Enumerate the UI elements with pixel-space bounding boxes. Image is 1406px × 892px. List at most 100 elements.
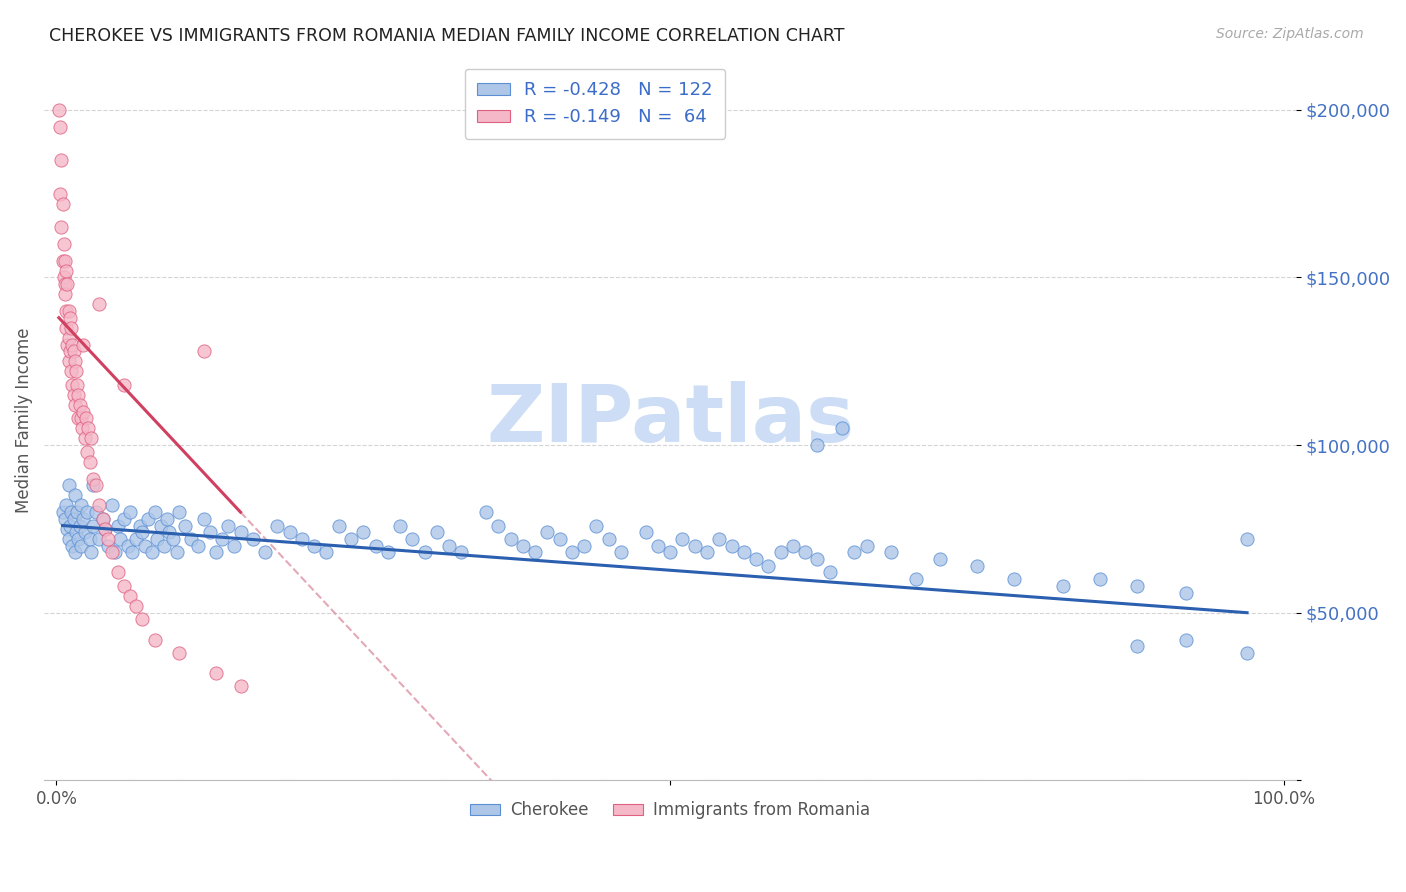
Point (929, 552, 952, 566)
Point (302, 539, 325, 553)
Point (217, 518, 239, 533)
Point (143, 505, 166, 519)
Point (112, 579, 135, 593)
Point (65, 525, 87, 540)
Y-axis label: Median Family Income: Median Family Income (15, 327, 32, 513)
Point (128, 518, 150, 533)
Point (100, 499, 122, 513)
Point (211, 532, 233, 546)
Point (84, 478, 107, 492)
Point (745, 552, 768, 566)
Point (904, 572, 927, 586)
Point (69, 518, 91, 533)
Point (58, 304, 80, 318)
Point (278, 525, 301, 540)
Point (548, 532, 571, 546)
Point (1174, 585, 1197, 599)
Point (162, 532, 184, 546)
Point (659, 545, 682, 559)
Point (59, 518, 82, 533)
Point (63, 488, 86, 502)
Point (75, 411, 97, 425)
Point (598, 532, 620, 546)
Point (79, 455, 101, 469)
Point (134, 539, 156, 553)
Point (291, 532, 314, 546)
Point (107, 566, 129, 580)
Point (62, 512, 84, 526)
Point (53, 287, 76, 301)
Point (389, 518, 412, 533)
Point (100, 545, 122, 559)
Point (51, 505, 73, 519)
Point (671, 532, 693, 546)
Point (76, 444, 98, 458)
Point (806, 438, 828, 452)
Point (59, 310, 82, 325)
Point (585, 518, 607, 533)
Point (1125, 639, 1147, 653)
Point (73, 525, 96, 540)
Point (118, 589, 141, 603)
Point (56, 277, 79, 292)
Point (141, 545, 163, 559)
Point (880, 545, 903, 559)
Point (131, 612, 153, 626)
Point (167, 505, 190, 519)
Point (794, 545, 817, 559)
Point (855, 539, 877, 553)
Point (104, 545, 127, 559)
Point (58, 354, 80, 368)
Point (574, 539, 596, 553)
Point (1002, 572, 1025, 586)
Point (94, 522, 117, 536)
Point (138, 512, 160, 526)
Point (634, 525, 657, 540)
Point (72, 512, 94, 526)
Point (125, 599, 148, 613)
Point (1236, 646, 1258, 660)
Point (146, 532, 169, 546)
Point (70, 539, 93, 553)
Point (51, 196, 73, 211)
Point (844, 545, 866, 559)
Point (401, 532, 423, 546)
Point (193, 512, 215, 526)
Point (112, 377, 135, 392)
Point (229, 680, 252, 694)
Point (91, 512, 114, 526)
Point (524, 545, 547, 559)
Point (62, 388, 84, 402)
Point (49, 120, 72, 134)
Point (720, 539, 742, 553)
Point (352, 525, 374, 540)
Point (1052, 579, 1074, 593)
Point (55, 264, 77, 278)
Point (91, 512, 114, 526)
Text: CHEROKEE VS IMMIGRANTS FROM ROMANIA MEDIAN FAMILY INCOME CORRELATION CHART: CHEROKEE VS IMMIGRANTS FROM ROMANIA MEDI… (49, 27, 845, 45)
Point (72, 337, 94, 351)
Point (315, 545, 337, 559)
Point (205, 666, 228, 681)
Point (610, 545, 633, 559)
Point (377, 545, 399, 559)
Point (756, 558, 779, 573)
Point (647, 539, 669, 553)
Point (198, 525, 221, 540)
Point (193, 344, 215, 359)
Point (1174, 632, 1197, 647)
Point (77, 421, 100, 435)
Legend: Cherokee, Immigrants from Romania: Cherokee, Immigrants from Romania (463, 795, 877, 826)
Point (149, 518, 172, 533)
Point (51, 253, 73, 268)
Point (143, 632, 166, 647)
Point (59, 344, 82, 359)
Point (80, 545, 103, 559)
Point (94, 522, 117, 536)
Point (51, 220, 73, 235)
Point (56, 522, 79, 536)
Point (72, 404, 94, 418)
Point (58, 532, 80, 546)
Point (107, 518, 129, 533)
Point (328, 518, 350, 533)
